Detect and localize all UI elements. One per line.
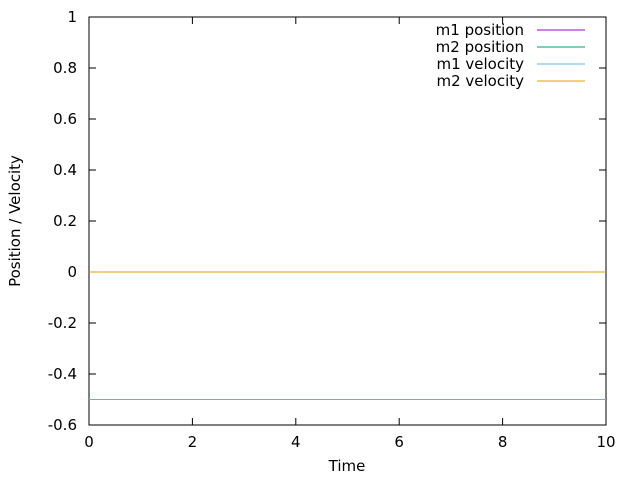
y-tick-label: 0	[67, 263, 77, 281]
axis-ticks: 0 2 4 6 8 10 1 0.8 0.6 0.4 0.2 0 -0.2 -0.4 -0.6	[48, 8, 616, 451]
x-tick-label: 8	[498, 433, 508, 451]
series-lines	[89, 271, 606, 400]
legend-label: m1 position	[436, 21, 524, 39]
y-tick-label: -0.6	[48, 416, 77, 434]
y-tick-label: -0.2	[48, 314, 77, 332]
x-tick-label: 6	[394, 433, 404, 451]
y-axis-label: Position / Velocity	[6, 155, 24, 287]
y-tick-label: -0.4	[48, 365, 77, 383]
legend-label: m1 velocity	[436, 55, 524, 73]
legend-label: m2 velocity	[436, 72, 524, 90]
x-tick-label: 10	[596, 433, 615, 451]
y-tick-label: 1	[67, 8, 77, 26]
y-tick-label: 0.8	[53, 59, 77, 77]
y-tick-label: 0.4	[53, 161, 77, 179]
x-tick-label: 0	[84, 433, 94, 451]
y-tick-label: 0.6	[53, 110, 77, 128]
x-tick-label: 2	[188, 433, 198, 451]
plot-frame	[88, 16, 607, 426]
legend-label: m2 position	[436, 38, 524, 56]
y-tick-label: 0.2	[53, 212, 77, 230]
x-axis-label: Time	[328, 457, 366, 475]
x-tick-label: 4	[291, 433, 301, 451]
